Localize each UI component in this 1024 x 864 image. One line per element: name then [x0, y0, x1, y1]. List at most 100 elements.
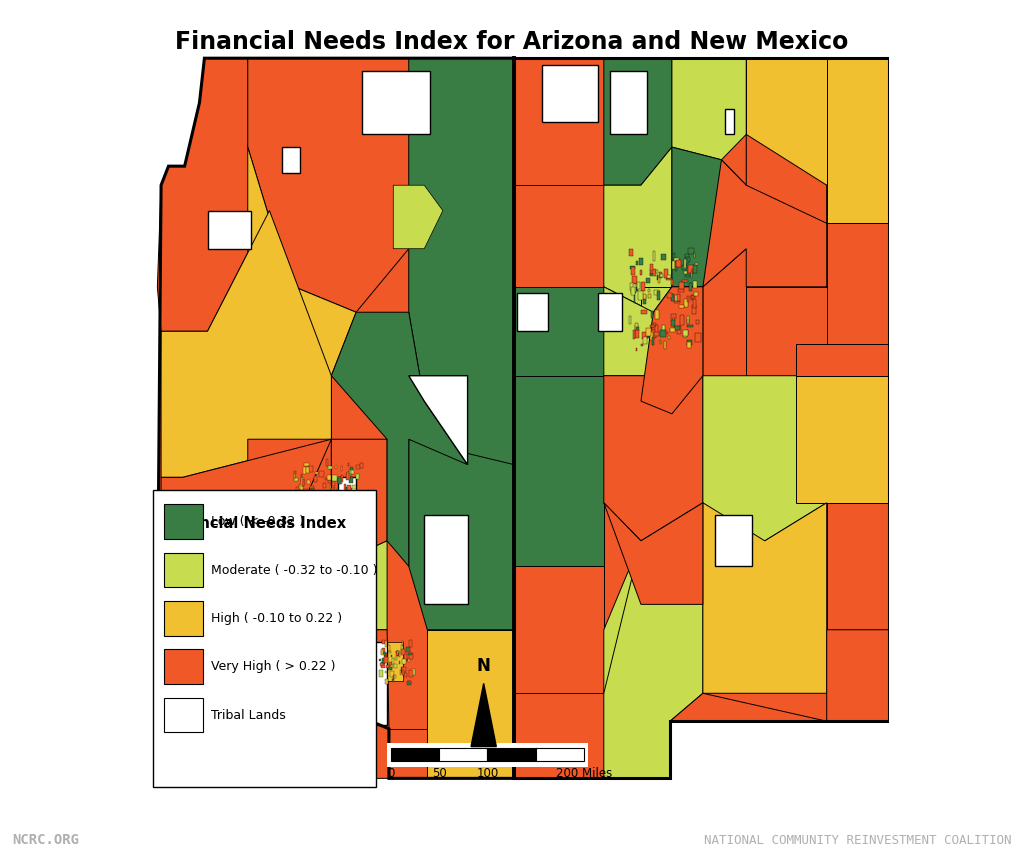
- Polygon shape: [389, 651, 390, 653]
- Polygon shape: [688, 249, 693, 255]
- Polygon shape: [640, 270, 642, 276]
- Polygon shape: [382, 650, 384, 654]
- Polygon shape: [349, 467, 353, 469]
- Polygon shape: [391, 655, 392, 658]
- Polygon shape: [296, 499, 299, 504]
- Polygon shape: [306, 467, 309, 473]
- Polygon shape: [654, 290, 658, 295]
- Polygon shape: [352, 485, 355, 488]
- Polygon shape: [650, 269, 656, 276]
- Polygon shape: [692, 269, 695, 272]
- Polygon shape: [347, 548, 351, 550]
- Polygon shape: [651, 330, 655, 338]
- Polygon shape: [385, 656, 387, 659]
- Polygon shape: [686, 320, 689, 323]
- Polygon shape: [343, 507, 345, 511]
- Polygon shape: [351, 543, 355, 547]
- Polygon shape: [658, 271, 662, 278]
- Polygon shape: [308, 508, 311, 512]
- Polygon shape: [395, 651, 399, 653]
- Polygon shape: [337, 505, 342, 509]
- Polygon shape: [332, 475, 337, 481]
- Polygon shape: [826, 630, 889, 721]
- Polygon shape: [302, 479, 303, 486]
- Polygon shape: [315, 534, 319, 540]
- Polygon shape: [680, 315, 684, 325]
- Polygon shape: [658, 277, 659, 283]
- Polygon shape: [299, 486, 302, 491]
- Text: 0: 0: [387, 767, 394, 780]
- Polygon shape: [604, 376, 702, 541]
- Polygon shape: [357, 495, 358, 502]
- Text: Financial Needs Index for Arizona and New Mexico: Financial Needs Index for Arizona and Ne…: [175, 30, 849, 54]
- Polygon shape: [406, 658, 408, 662]
- Polygon shape: [382, 648, 385, 654]
- Polygon shape: [643, 337, 647, 345]
- Polygon shape: [630, 266, 635, 270]
- Polygon shape: [679, 305, 684, 308]
- Polygon shape: [381, 643, 402, 681]
- Polygon shape: [390, 671, 393, 677]
- Polygon shape: [381, 662, 385, 669]
- Polygon shape: [514, 693, 604, 778]
- Polygon shape: [604, 541, 702, 693]
- Polygon shape: [686, 342, 691, 348]
- Polygon shape: [671, 328, 675, 332]
- Polygon shape: [396, 651, 397, 656]
- Polygon shape: [684, 258, 688, 264]
- Polygon shape: [300, 484, 303, 491]
- Polygon shape: [384, 652, 386, 657]
- Polygon shape: [642, 332, 647, 339]
- Polygon shape: [395, 657, 397, 660]
- Polygon shape: [337, 501, 340, 508]
- Polygon shape: [380, 663, 383, 666]
- Polygon shape: [300, 535, 303, 540]
- Polygon shape: [161, 211, 332, 477]
- Polygon shape: [663, 325, 665, 330]
- Polygon shape: [651, 311, 653, 318]
- Polygon shape: [382, 658, 385, 664]
- Polygon shape: [312, 530, 315, 533]
- Polygon shape: [641, 287, 702, 414]
- Polygon shape: [407, 646, 410, 652]
- Polygon shape: [362, 71, 430, 135]
- Polygon shape: [340, 499, 344, 502]
- Polygon shape: [702, 503, 826, 693]
- Polygon shape: [294, 478, 298, 480]
- Polygon shape: [382, 640, 385, 644]
- Polygon shape: [403, 658, 404, 664]
- Polygon shape: [334, 543, 335, 549]
- Polygon shape: [665, 269, 668, 277]
- Polygon shape: [629, 250, 633, 256]
- Polygon shape: [682, 280, 688, 283]
- Polygon shape: [333, 521, 335, 524]
- Polygon shape: [672, 262, 675, 269]
- Polygon shape: [340, 523, 342, 528]
- Polygon shape: [636, 261, 638, 265]
- Polygon shape: [340, 505, 341, 511]
- Polygon shape: [351, 531, 353, 537]
- Polygon shape: [514, 58, 604, 185]
- Bar: [391, 748, 439, 761]
- Polygon shape: [340, 499, 344, 503]
- Polygon shape: [334, 487, 337, 495]
- Polygon shape: [328, 518, 331, 522]
- Polygon shape: [316, 502, 321, 507]
- Polygon shape: [338, 514, 339, 519]
- Polygon shape: [325, 504, 327, 506]
- Bar: [164, 650, 203, 684]
- Polygon shape: [401, 649, 406, 655]
- Polygon shape: [208, 211, 251, 249]
- Polygon shape: [660, 274, 663, 276]
- Polygon shape: [307, 480, 310, 484]
- Polygon shape: [683, 335, 687, 337]
- Polygon shape: [633, 330, 635, 340]
- Polygon shape: [410, 640, 412, 647]
- Polygon shape: [248, 58, 514, 312]
- Polygon shape: [650, 325, 655, 327]
- Polygon shape: [636, 348, 637, 351]
- Polygon shape: [427, 630, 514, 778]
- Polygon shape: [660, 330, 667, 337]
- Polygon shape: [388, 667, 392, 670]
- Polygon shape: [401, 667, 406, 672]
